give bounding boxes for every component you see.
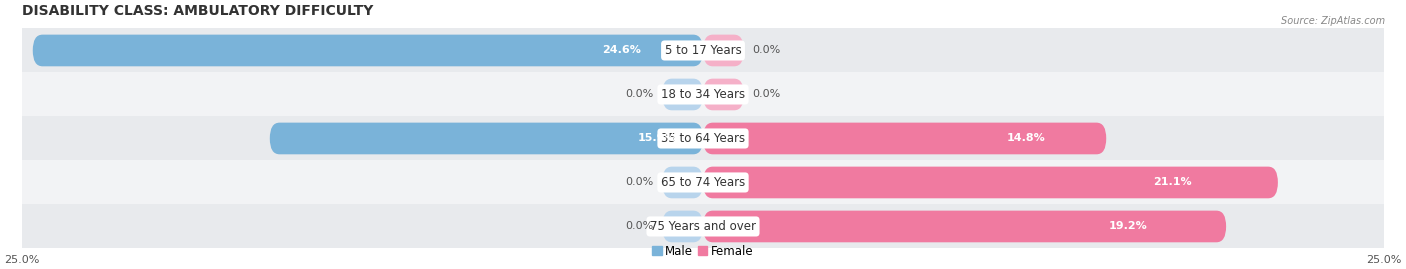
Text: 19.2%: 19.2% [1109,221,1147,231]
FancyBboxPatch shape [662,79,703,110]
Bar [22,116,1384,161]
Text: 18 to 34 Years: 18 to 34 Years [661,88,745,101]
FancyBboxPatch shape [32,35,703,66]
Text: 0.0%: 0.0% [752,90,780,100]
FancyBboxPatch shape [703,211,1226,242]
FancyBboxPatch shape [270,123,703,154]
Bar [22,29,1384,72]
Text: 35 to 64 Years: 35 to 64 Years [661,132,745,145]
Bar [22,72,1384,116]
FancyBboxPatch shape [703,123,1107,154]
Text: 75 Years and over: 75 Years and over [650,220,756,233]
Text: 0.0%: 0.0% [626,178,654,187]
Text: 65 to 74 Years: 65 to 74 Years [661,176,745,189]
Text: 5 to 17 Years: 5 to 17 Years [665,44,741,57]
FancyBboxPatch shape [703,79,744,110]
Legend: Male, Female: Male, Female [648,240,758,263]
Text: 0.0%: 0.0% [752,45,780,55]
Text: 21.1%: 21.1% [1153,178,1192,187]
Text: 15.9%: 15.9% [638,133,676,143]
Text: Source: ZipAtlas.com: Source: ZipAtlas.com [1281,16,1385,26]
Bar [22,204,1384,249]
Text: 14.8%: 14.8% [1007,133,1046,143]
Text: DISABILITY CLASS: AMBULATORY DIFFICULTY: DISABILITY CLASS: AMBULATORY DIFFICULTY [22,4,373,18]
Text: 0.0%: 0.0% [626,221,654,231]
FancyBboxPatch shape [703,35,744,66]
Text: 0.0%: 0.0% [626,90,654,100]
FancyBboxPatch shape [662,211,703,242]
FancyBboxPatch shape [662,167,703,198]
Text: 24.6%: 24.6% [602,45,641,55]
FancyBboxPatch shape [703,167,1278,198]
Bar [22,161,1384,204]
